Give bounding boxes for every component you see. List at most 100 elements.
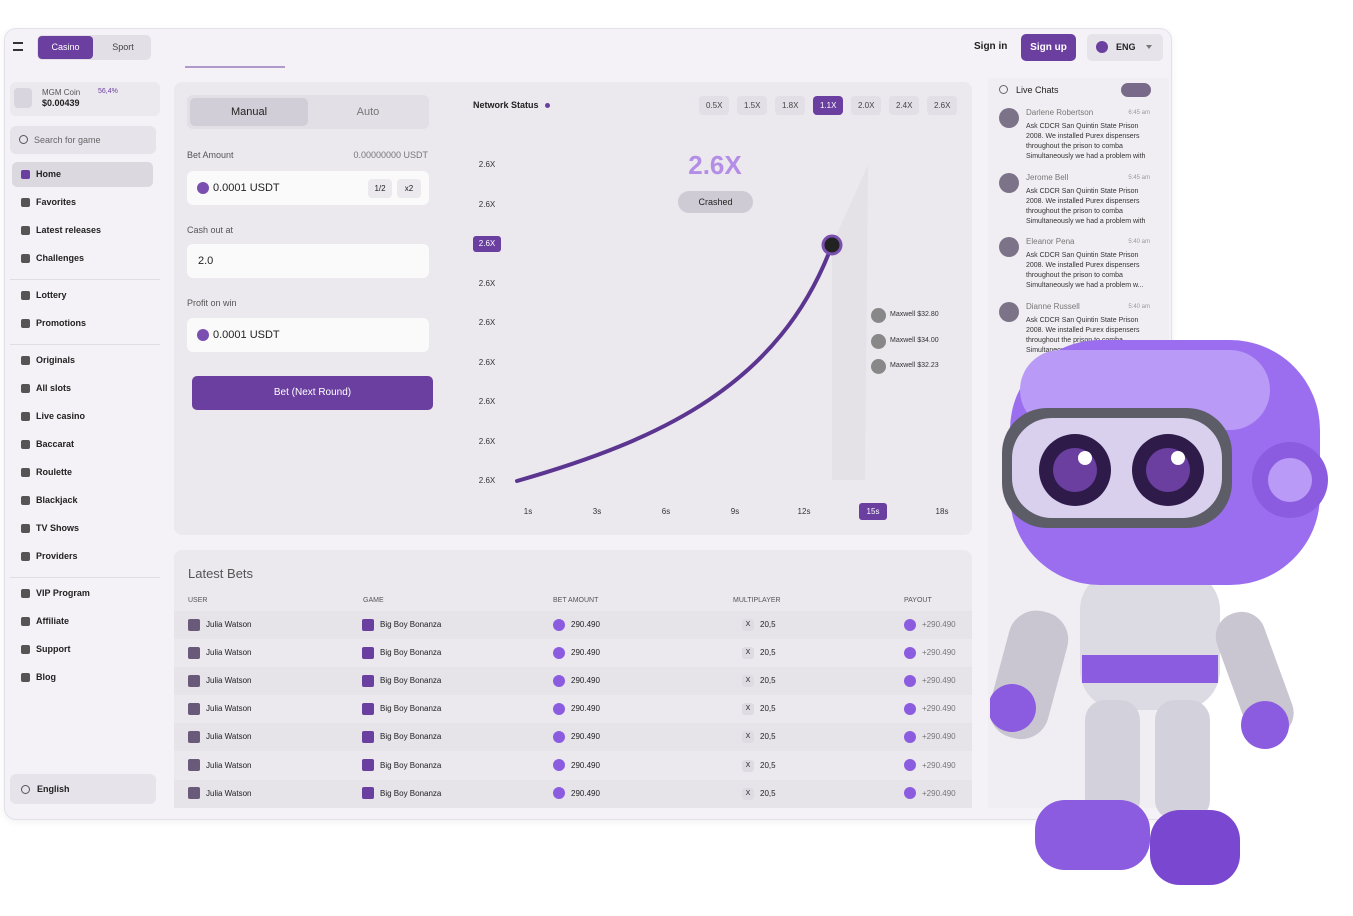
nav-item[interactable]: Baccarat [12,432,153,457]
user: Julia Watson [188,611,252,639]
menu-icon[interactable] [13,42,23,51]
multiplier-badge: X [742,703,754,716]
sign-up-button[interactable]: Sign up [1021,34,1076,61]
game-icon [362,646,374,659]
tab-sport[interactable]: Sport [112,42,134,52]
bet-amount-text: 290.490 [571,760,600,770]
nav-item[interactable]: Roulette [12,460,153,485]
multiplier-chip[interactable]: 2.6X [927,96,958,115]
nav-icon [21,198,30,207]
nav-label: Roulette [36,467,72,477]
chat-time: 5:45 am [1128,174,1150,181]
nav-item[interactable]: Latest releases [12,218,153,243]
multiplier-chip[interactable]: 2.0X [851,96,882,115]
bet-row: Julia Watson Big Boy Bonanza 290.490 X 20,5 +… [174,611,972,639]
bet-amount-text: 290.490 [571,788,600,798]
globe-icon [21,785,30,794]
nav-item[interactable]: Favorites [12,190,153,215]
user: Julia Watson [188,752,252,780]
language-button[interactable] [10,774,156,804]
user-text: Julia Watson [206,788,252,798]
multiplier: 20,5 [760,732,776,742]
double-button[interactable]: x2 [397,179,421,198]
y-label: 2.6X [473,236,501,252]
nav-icon [21,412,30,421]
payout: +290.490 [904,752,956,780]
multiplier-chip[interactable]: 1.1X [813,96,844,115]
nav-item[interactable]: Blackjack [12,488,153,513]
nav-icon [21,673,30,682]
y-label: 2.6X [478,278,496,288]
bet-amount-text: 290.490 [571,648,600,658]
cash-out-input[interactable] [187,244,429,278]
chat-icon [999,85,1008,94]
game: Big Boy Bonanza [362,611,441,639]
nav-item[interactable]: TV Shows [12,516,153,541]
profit-value: 0.0001 USDT [213,329,280,341]
nav-icon [21,226,30,235]
nav-item[interactable]: All slots [12,376,153,401]
nav-label: Latest releases [36,225,102,235]
player-cashout: Maxwell $32.80 [890,311,939,318]
y-label: 2.6X [478,436,496,446]
user-text: Julia Watson [206,704,252,714]
nav-item[interactable]: Affiliate [12,609,153,634]
nav-item[interactable]: VIP Program [12,581,153,606]
nav-item[interactable]: Support [12,637,153,662]
chat-avatars [1121,83,1151,97]
nav-item[interactable]: Providers [12,544,153,569]
nav-icon [21,319,30,328]
nav-label: Support [36,644,71,654]
y-label: 2.6X [478,199,496,209]
tab-auto[interactable]: Auto [356,106,380,118]
y-label: 2.6X [478,397,496,406]
nav-label: TV Shows [36,523,80,533]
chat-title: Live Chats [1016,85,1059,95]
user-text: Julia Watson [206,676,252,686]
nav-icon [21,552,30,561]
y-label: 2.6X [478,357,496,367]
dropdown-arrow [1146,45,1152,52]
bet-amount-text: 290.490 [571,620,600,629]
bet-amount: 290.490 [553,667,600,695]
sign-in[interactable]: Sign in [974,41,1008,52]
multiplier-chip[interactable]: 0.5X [699,96,730,115]
game-text: Big Boy Bonanza [380,704,442,714]
profit-input[interactable] [187,318,429,352]
divider [10,279,160,280]
bet-row: Julia Watson Big Boy Bonanza 290.490 X 20,5 +… [174,723,972,752]
tab-casino[interactable]: Casino [38,36,93,59]
payout-icon [904,703,916,716]
multiplier-chip[interactable]: 1.5X [737,96,768,115]
nav-item[interactable]: Promotions [12,311,153,336]
multiplier-chip[interactable]: 1.8X [775,96,806,115]
chat-text: Ask CDCR San Quintin State Prison 2008. … [1026,252,1144,289]
chat-name: Jerome Bell [1026,172,1069,182]
tab-manual[interactable]: Manual [190,98,308,126]
y-label: 2.6X [478,160,496,169]
nav-item[interactable]: Challenges [12,246,153,271]
payout-text: +290.490 [922,760,956,770]
bet-amount-icon [553,646,565,659]
nav-label: VIP Program [36,588,90,598]
nav-item[interactable]: Originals [12,348,153,373]
game: Big Boy Bonanza [362,752,441,780]
bet-button[interactable]: Bet (Next Round) [192,376,433,410]
chat-name: Eleanor Pena [1026,237,1075,246]
nav-icon [21,170,30,179]
nav-label: Originals [36,355,76,365]
chat-name: Dianne Russell [1026,301,1080,311]
multiplier-badge: X [742,647,754,660]
nav-item[interactable]: Live casino [12,404,153,429]
half-button[interactable]: 1/2 [368,179,392,198]
search-box[interactable] [10,126,156,154]
bet-amount: 290.490 [553,695,600,723]
cash-out-label: Cash out at [187,225,234,235]
multiplier-chip[interactable]: 2.4X [889,96,920,115]
nav-item[interactable]: Home [12,162,153,187]
user-icon [188,675,200,688]
nav-label: Live casino [36,411,86,421]
user-icon [188,703,200,716]
nav-item[interactable]: Lottery [12,283,153,308]
nav-item[interactable]: Blog [12,665,153,690]
